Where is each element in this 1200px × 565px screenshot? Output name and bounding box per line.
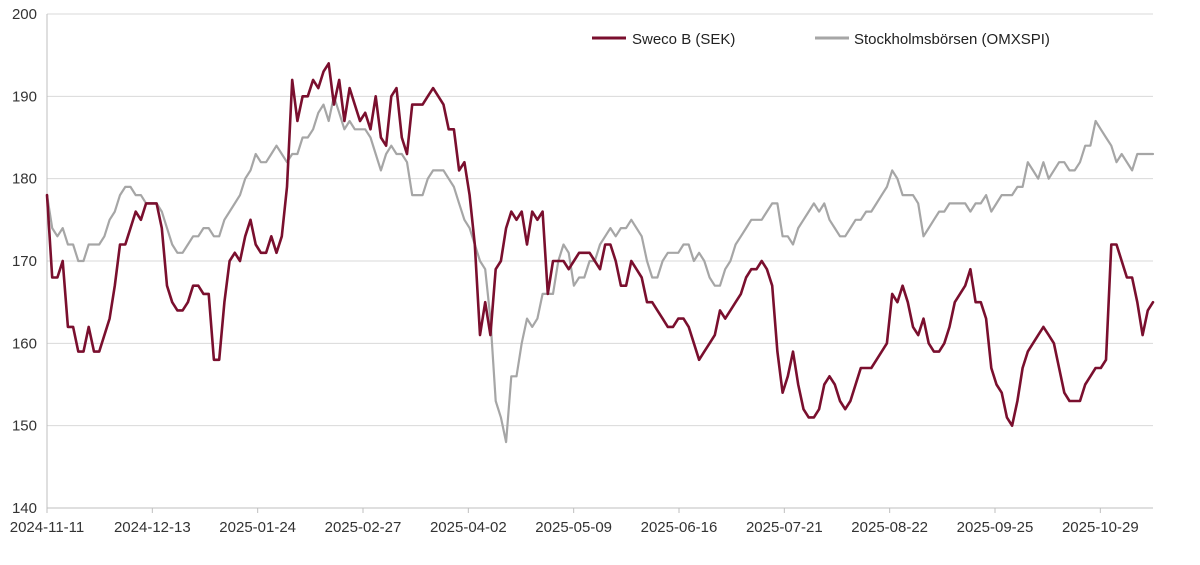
series-line-sweco [45,62,1155,428]
y-tick-label: 200 [12,6,37,23]
x-tick-label: 2025-06-16 [641,519,718,536]
x-tick-label: 2025-07-21 [746,519,823,536]
y-axis: 140 150 160 170 180 190 200 [12,6,48,517]
x-tick-label: 2024-11-11 [10,519,85,536]
x-tick-label: 2025-05-09 [535,519,612,536]
y-tick-label: 140 [12,500,37,517]
series-line-omxspi [45,95,1155,444]
series-lines [45,62,1155,444]
x-tick-label: 2025-04-02 [430,519,507,536]
y-tick-label: 160 [12,335,37,352]
x-axis: 2024-11-11 2024-12-13 2025-01-24 2025-02-27… [10,507,1153,536]
legend-label-sweco: Sweco B (SEK) [632,31,735,48]
x-tick-label: 2025-01-24 [219,519,296,536]
y-tick-label: 180 [12,171,37,188]
x-tick-label: 2024-12-13 [114,519,191,536]
x-tick-label: 2025-10-29 [1062,519,1139,536]
legend: Sweco B (SEK) Stockholmsbörsen (OMXSPI) [592,31,1050,48]
x-tick-label: 2025-08-22 [851,519,928,536]
grid-lines [47,13,1153,427]
legend-label-omxspi: Stockholmsbörsen (OMXSPI) [854,31,1050,48]
y-tick-label: 150 [12,418,37,435]
x-tick-label: 2025-02-27 [325,519,402,536]
y-tick-label: 170 [12,253,37,270]
x-tick-label: 2025-09-25 [957,519,1034,536]
y-tick-label: 190 [12,88,37,105]
